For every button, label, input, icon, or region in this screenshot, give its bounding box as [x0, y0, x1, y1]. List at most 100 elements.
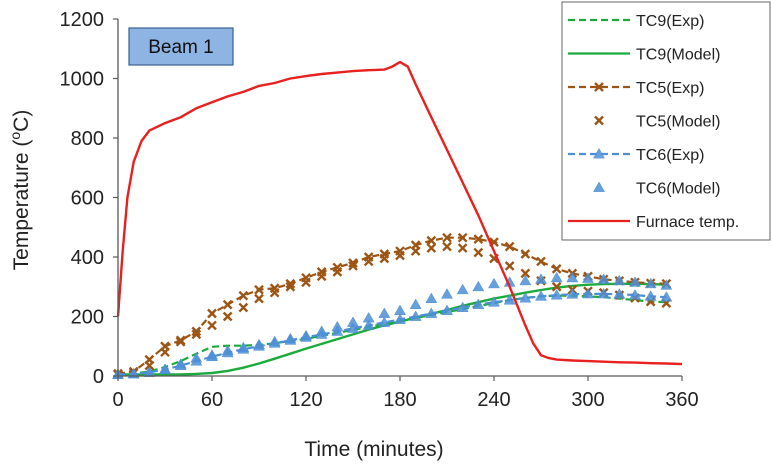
data-point	[285, 281, 296, 292]
data-point	[597, 287, 610, 299]
x-axis-title: Time (minutes)	[304, 438, 443, 461]
series-line	[117, 236, 667, 375]
data-point	[536, 256, 546, 267]
data-point	[520, 249, 531, 259]
data-point	[472, 298, 485, 309]
data-point	[551, 281, 562, 292]
data-point	[395, 246, 405, 256]
legend-swatch-marker	[594, 115, 604, 126]
data-point	[378, 316, 391, 327]
data-point	[644, 277, 657, 289]
data-point	[316, 267, 327, 277]
data-point	[207, 308, 217, 319]
legend-entry: TC9(Model)	[568, 47, 720, 64]
data-point	[629, 289, 641, 300]
x-tick-label: 300	[571, 389, 604, 411]
data-point	[441, 288, 453, 299]
x-tick-label: 60	[201, 389, 223, 411]
legend-entry: TC6(Exp)	[568, 147, 704, 164]
y-tick-label: 200	[71, 307, 104, 329]
data-point	[425, 292, 438, 304]
x-tick-label: 240	[477, 389, 510, 411]
data-point	[582, 287, 594, 299]
series-Furnace temp.	[116, 60, 683, 366]
y-tick-label: 1200	[60, 9, 105, 31]
data-point	[488, 277, 500, 289]
y-axis-title-suffix: C)	[10, 110, 33, 132]
y-tick-label: 0	[93, 366, 104, 388]
data-point	[222, 299, 233, 310]
data-point	[456, 283, 469, 295]
legend-label: TC6(Model)	[636, 181, 720, 198]
legend-entry: Furnace temp.	[568, 214, 739, 231]
legend-label: TC6(Exp)	[636, 147, 704, 164]
legend-label: TC9(Exp)	[636, 13, 704, 30]
legend-label: TC9(Model)	[636, 47, 720, 64]
annotation-box: Beam 1	[128, 27, 234, 66]
data-point	[504, 241, 515, 252]
y-tick-label: 600	[71, 188, 104, 210]
data-point	[426, 243, 437, 253]
plot-area	[112, 60, 683, 380]
legend-label: TC5(Exp)	[636, 80, 704, 97]
data-point	[566, 271, 579, 283]
y-axis-title-prefix: Temperature (	[10, 140, 33, 271]
data-point	[409, 310, 422, 321]
data-point	[566, 288, 579, 299]
data-point	[190, 355, 203, 366]
data-point	[629, 276, 641, 287]
data-point	[174, 359, 187, 370]
data-point	[254, 284, 264, 295]
data-point	[285, 278, 296, 289]
legend-entry: TC9(Exp)	[568, 13, 704, 30]
data-point	[660, 291, 673, 302]
data-point	[268, 337, 281, 348]
data-point	[597, 273, 610, 284]
data-point	[503, 294, 516, 305]
data-point	[301, 272, 311, 283]
legend-swatch-marker	[594, 82, 604, 92]
data-point	[379, 249, 390, 259]
y-axis-title-degree: o	[7, 132, 23, 140]
x-tick-label: 360	[665, 389, 698, 411]
data-point	[520, 268, 531, 279]
data-point	[472, 280, 485, 292]
data-point	[300, 331, 312, 342]
data-point	[613, 288, 626, 299]
data-point	[394, 313, 406, 324]
data-point	[473, 247, 484, 258]
data-point	[348, 258, 358, 268]
data-point	[394, 304, 406, 315]
y-tick-label: 1000	[60, 69, 105, 91]
legend-frame	[561, 1, 771, 241]
data-point	[238, 290, 249, 301]
data-point	[221, 346, 234, 358]
y-tick-label: 800	[71, 128, 104, 150]
data-point	[409, 298, 422, 309]
data-point	[315, 328, 328, 339]
data-point	[425, 307, 438, 318]
data-point	[582, 272, 594, 283]
data-point	[159, 363, 171, 374]
data-point	[254, 293, 264, 304]
legend: TC9(Exp) TC9(Model) TC5(Exp) TC5(Model) TC6(…	[561, 1, 771, 241]
data-point	[456, 301, 469, 312]
data-point	[535, 290, 547, 301]
data-point	[284, 334, 297, 345]
data-point	[331, 325, 344, 336]
legend-swatch-marker	[593, 181, 605, 192]
data-point	[442, 232, 452, 243]
data-point	[457, 232, 468, 243]
data-point	[222, 311, 233, 322]
data-point	[441, 304, 453, 315]
tick-labels: 0 60 120 180 240 300 360 0 200 400 600 800 1000 1200	[60, 9, 699, 411]
legend-entry: TC6(Model)	[593, 181, 720, 198]
legend-label: TC5(Model)	[636, 114, 720, 131]
x-tick-label: 0	[112, 389, 123, 411]
y-tick-label: 400	[71, 247, 104, 269]
data-point	[348, 261, 358, 271]
x-tick-label: 120	[289, 389, 322, 411]
data-point	[362, 319, 375, 330]
data-point	[191, 326, 202, 337]
